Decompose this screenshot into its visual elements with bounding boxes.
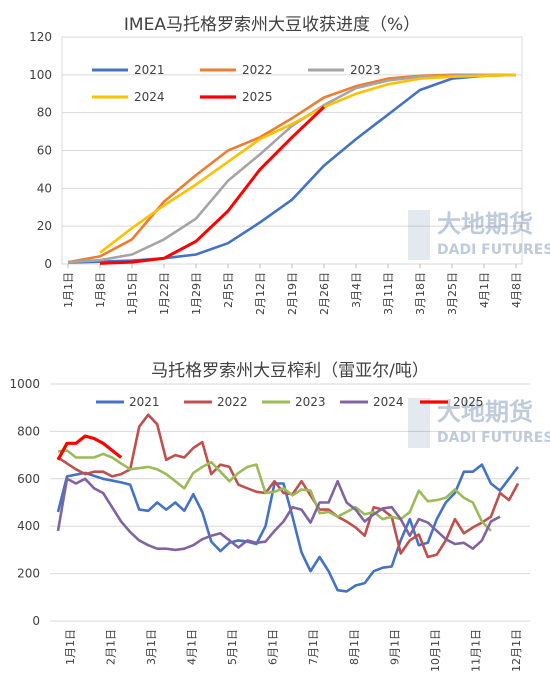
series-line-2021 bbox=[56, 463, 520, 593]
chart2-title: 马托格罗索州大豆榨利（雷亚尔/吨） bbox=[151, 361, 429, 381]
x-tick-label: 12月1日 bbox=[510, 629, 523, 672]
watermark-en: DADI FUTURES bbox=[437, 242, 550, 258]
chart1-title: IMEA马托格罗索州大豆收获进度（%） bbox=[124, 15, 420, 35]
legend-label-2021: 2021 bbox=[134, 63, 165, 77]
x-tick-label: 2月12日 bbox=[254, 272, 267, 315]
x-tick-label: 1月1日 bbox=[64, 629, 77, 665]
chart2-y-axis: 0 200 400 600 800 1000 bbox=[9, 377, 40, 628]
legend-label-2024: 2024 bbox=[373, 395, 404, 409]
chart1-legend: 2021 2022 2023 2024 2025 bbox=[92, 63, 381, 104]
x-tick-label: 10月1日 bbox=[429, 629, 442, 672]
y-tick-label: 0 bbox=[44, 257, 52, 271]
x-tick-label: 2月5日 bbox=[222, 272, 235, 308]
x-tick-label: 8月1日 bbox=[348, 629, 361, 665]
y-tick-label: 100 bbox=[29, 68, 52, 82]
legend-label-2025: 2025 bbox=[453, 395, 484, 409]
x-tick-label: 3月25日 bbox=[446, 272, 459, 315]
x-tick-label: 1月1日 bbox=[62, 272, 75, 308]
watermark-logo bbox=[408, 210, 430, 260]
watermark: 大地期货 DADI FUTURES bbox=[408, 210, 550, 260]
y-tick-label: 1000 bbox=[9, 377, 40, 391]
y-tick-label: 80 bbox=[37, 106, 52, 120]
y-tick-label: 800 bbox=[17, 424, 40, 438]
y-tick-label: 60 bbox=[37, 144, 52, 158]
x-tick-label: 11月1日 bbox=[469, 629, 482, 672]
chart1-series bbox=[67, 73, 517, 265]
x-tick-label: 3月1日 bbox=[145, 629, 158, 665]
x-tick-label: 4月1日 bbox=[186, 629, 199, 665]
legend-label-2025: 2025 bbox=[242, 90, 273, 104]
x-tick-label: 2月26日 bbox=[318, 272, 331, 315]
legend-label-2021: 2021 bbox=[129, 395, 160, 409]
series-line-2024 bbox=[99, 73, 517, 254]
x-tick-label: 2月1日 bbox=[105, 629, 118, 665]
series-line-2023 bbox=[57, 449, 492, 532]
x-tick-label: 2月19日 bbox=[286, 272, 299, 315]
watermark-cn: 大地期货 bbox=[437, 398, 533, 426]
x-tick-label: 1月22日 bbox=[158, 272, 171, 315]
watermark-logo bbox=[408, 398, 430, 448]
chart2-legend: 2021 2022 2023 2024 2025 bbox=[96, 395, 484, 409]
y-tick-label: 0 bbox=[32, 614, 40, 628]
legend-label-2022: 2022 bbox=[217, 395, 248, 409]
y-tick-label: 40 bbox=[37, 181, 52, 195]
series-line-2022 bbox=[57, 413, 520, 559]
x-tick-label: 4月8日 bbox=[510, 272, 523, 308]
legend-label-2023: 2023 bbox=[350, 63, 381, 77]
y-tick-label: 120 bbox=[29, 30, 52, 44]
y-tick-label: 200 bbox=[17, 567, 40, 581]
series-line-2025 bbox=[56, 434, 123, 461]
series-line-2024 bbox=[56, 477, 501, 552]
x-tick-label: 3月18日 bbox=[414, 272, 427, 315]
y-tick-label: 600 bbox=[17, 472, 40, 486]
watermark-cn: 大地期货 bbox=[437, 210, 533, 238]
legend-label-2022: 2022 bbox=[242, 63, 273, 77]
x-tick-label: 5月1日 bbox=[226, 629, 239, 665]
watermark-en: DADI FUTURES bbox=[437, 430, 550, 446]
chart1-x-axis: 1月1日 1月8日 1月15日 1月22日 1月29日 2月5日 2月12日 2月19日 2月2… bbox=[62, 264, 523, 315]
chart1-y-axis: 0 20 40 60 80 100 120 bbox=[29, 30, 52, 271]
crush-margin-chart: 马托格罗索州大豆榨利（雷亚尔/吨） 0 200 400 600 800 1000 1月1日… bbox=[9, 361, 550, 672]
chart2-series bbox=[56, 413, 520, 593]
x-tick-label: 3月4日 bbox=[350, 272, 363, 308]
legend-label-2024: 2024 bbox=[134, 90, 165, 104]
series-line-2025 bbox=[99, 105, 326, 265]
x-tick-label: 7月1日 bbox=[307, 629, 320, 665]
y-tick-label: 20 bbox=[37, 219, 52, 233]
x-tick-label: 9月1日 bbox=[388, 629, 401, 665]
x-tick-label: 3月11日 bbox=[382, 272, 395, 315]
watermark: 大地期货 DADI FUTURES bbox=[408, 398, 550, 448]
x-tick-label: 1月8日 bbox=[94, 272, 107, 308]
chart2-grid bbox=[50, 383, 530, 622]
harvest-progress-chart: IMEA马托格罗索州大豆收获进度（%） 0 20 40 60 80 100 120 1月1日… bbox=[29, 15, 550, 315]
legend-label-2023: 2023 bbox=[295, 395, 326, 409]
x-tick-label: 4月1日 bbox=[478, 272, 491, 308]
x-tick-label: 1月29日 bbox=[190, 272, 203, 315]
y-tick-label: 400 bbox=[17, 519, 40, 533]
chart2-x-axis: 1月1日 2月1日 3月1日 4月1日 5月1日 6月1日 7月1日 8月1日 9月1日 10月1… bbox=[64, 629, 523, 672]
x-tick-label: 1月15日 bbox=[126, 272, 139, 315]
x-tick-label: 6月1日 bbox=[267, 629, 280, 665]
